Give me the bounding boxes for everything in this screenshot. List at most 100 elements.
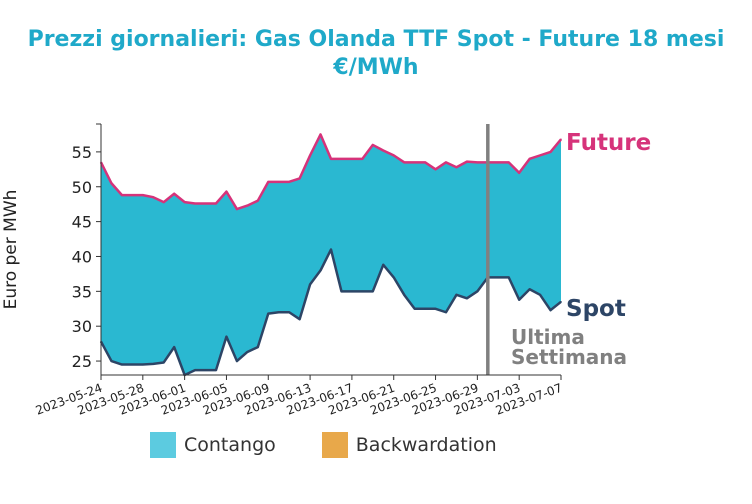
future-series-label: Future (566, 130, 651, 156)
spot-point (267, 312, 270, 315)
spot-point (309, 283, 311, 286)
future-point (413, 161, 416, 164)
legend-item-backwardation[interactable]: Backwardation (321, 432, 497, 458)
future-point (246, 204, 249, 207)
future-point (372, 144, 374, 146)
contango-swatch (150, 432, 176, 458)
spot-point (110, 360, 113, 362)
last-week-label-line1: Ultima (511, 325, 585, 349)
spot-point (330, 248, 332, 251)
spot-point (560, 300, 562, 303)
legend-label-backwardation: Backwardation (355, 434, 497, 456)
future-point (497, 161, 500, 164)
spot-point (173, 346, 175, 348)
future-point (131, 194, 134, 196)
spot-point (319, 269, 322, 272)
y-tick-label: 25 (72, 352, 92, 371)
backwardation-swatch (321, 432, 348, 458)
legend-item-contango[interactable]: Contango (150, 432, 276, 458)
spot-point (288, 311, 290, 314)
spot-series-label: Spot (566, 296, 626, 322)
future-point (298, 177, 301, 180)
future-point (403, 161, 405, 164)
spot-point (152, 363, 155, 365)
future-point (183, 201, 186, 203)
spot-point (204, 369, 207, 371)
spot-point (466, 297, 468, 300)
spot-point (528, 288, 531, 291)
spot-point (257, 346, 259, 348)
y-tick-label: 55 (72, 143, 92, 162)
future-point (152, 196, 155, 199)
spot-point (236, 360, 238, 362)
spot-point (298, 318, 301, 321)
y-tick-label: 50 (72, 178, 92, 197)
y-tick-label: 35 (72, 282, 92, 301)
future-point (330, 158, 332, 160)
future-point (110, 182, 113, 185)
spot-point (445, 311, 447, 314)
last-week-label-line2: Settimana (511, 345, 627, 369)
spot-point (549, 309, 552, 311)
future-point (549, 151, 552, 153)
future-point (204, 202, 207, 205)
future-point (528, 158, 531, 160)
future-point (277, 181, 280, 183)
future-point (194, 202, 196, 205)
spot-point (246, 351, 249, 353)
spot-point (539, 294, 541, 296)
future-point (236, 208, 238, 210)
spot-point (413, 307, 416, 310)
spot-point (215, 369, 217, 371)
future-point (382, 149, 385, 152)
spot-point (455, 294, 458, 296)
future-point (539, 154, 541, 157)
future-point (173, 192, 175, 195)
future-point (225, 190, 228, 193)
spot-point (518, 298, 520, 301)
legend: Contango Backwardation (150, 432, 497, 458)
spot-point (340, 290, 343, 293)
future-point (392, 154, 395, 157)
spot-point (403, 294, 405, 296)
future-point (257, 199, 259, 202)
legend-label-contango: Contango (184, 434, 276, 456)
future-point (434, 168, 437, 171)
spot-point (194, 369, 196, 371)
spot-point (225, 335, 228, 338)
spot-point (507, 276, 510, 279)
chart-title: Prezzi giornalieri: Gas Olanda TTF Spot … (0, 26, 752, 82)
future-point (351, 158, 353, 160)
spot-point (382, 264, 385, 266)
y-axis-label: Euro per MWh (1, 190, 21, 310)
chart-title-line2: €/MWh (333, 55, 419, 80)
spot-point (497, 276, 500, 279)
future-point (215, 202, 217, 205)
future-point (560, 138, 562, 141)
future-point (142, 194, 144, 196)
future-point (476, 161, 479, 164)
spot-point (392, 276, 395, 279)
chart-title-line1: Prezzi giornalieri: Gas Olanda TTF Spot … (27, 27, 725, 52)
spot-point (351, 290, 353, 293)
future-point (121, 194, 123, 196)
spot-point (476, 290, 479, 293)
y-tick-label: 30 (72, 317, 92, 336)
future-point (507, 161, 510, 164)
spot-point (142, 363, 144, 366)
future-point (445, 161, 447, 164)
y-tick-label: 45 (72, 213, 92, 232)
future-point (288, 181, 290, 183)
spot-point (372, 290, 374, 293)
future-point (340, 158, 343, 160)
spot-point (277, 311, 280, 314)
future-point (518, 172, 520, 174)
spot-point (162, 361, 165, 364)
future-point (162, 201, 165, 203)
contango-area (101, 134, 561, 375)
y-tick-label: 40 (72, 247, 92, 266)
future-point (309, 154, 311, 157)
future-point (466, 160, 468, 163)
future-point (424, 161, 426, 164)
